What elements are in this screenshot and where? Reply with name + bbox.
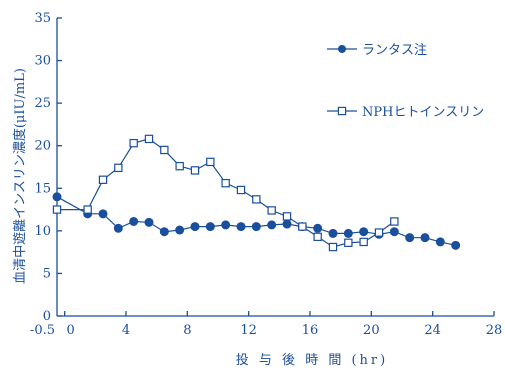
x-ticks: -0.5 0 4 8 12 16 20 24 28 [30, 311, 502, 338]
data-point [52, 192, 62, 202]
data-point [328, 228, 338, 238]
legend-item-2: NPHヒトインスリン [327, 105, 484, 120]
data-point [251, 222, 261, 232]
x-tick-label: 12 [240, 323, 257, 338]
data-point [205, 222, 215, 232]
data-point [175, 225, 185, 235]
data-point [221, 178, 230, 188]
y-tick-label: 10 [34, 224, 51, 239]
y-tick-label: 25 [34, 96, 51, 111]
data-point [236, 222, 246, 232]
data-point [267, 220, 277, 230]
data-point [221, 220, 231, 230]
data-point [313, 223, 323, 233]
data-point [435, 237, 445, 247]
x-tick-label: 28 [486, 323, 503, 338]
x-tick-label: 20 [363, 323, 380, 338]
data-point [190, 222, 200, 232]
y-tick-label: 15 [34, 181, 51, 196]
data-point [328, 242, 338, 252]
data-point [144, 134, 154, 144]
data-point [344, 238, 353, 247]
y-tick-label: 5 [43, 266, 51, 281]
data-point [389, 227, 399, 237]
x-tick-label: 8 [183, 323, 191, 338]
data-point [129, 216, 139, 226]
data-point [282, 219, 292, 229]
data-point [405, 233, 415, 243]
x-tick-label: 16 [302, 323, 319, 338]
x-tick-label: 24 [424, 323, 441, 338]
y-tick-label: 35 [34, 11, 51, 26]
data-point [206, 157, 215, 167]
data-point [160, 145, 169, 155]
data-point [114, 163, 123, 173]
y-tick-label: 0 [43, 309, 51, 324]
data-point [282, 212, 292, 221]
data-point [359, 237, 368, 247]
legend-marker [338, 45, 346, 53]
legend-label: ランタス注 [362, 43, 427, 58]
data-point [159, 227, 169, 237]
y-axis-label: 血清中遊離インスリン濃度(μIU/mL) [12, 68, 28, 284]
data-point [83, 205, 92, 214]
data-point [390, 217, 399, 226]
data-point [267, 206, 276, 215]
x-axis-label: 投 与 後 時 間 (hr) [236, 352, 388, 368]
data-point [298, 222, 307, 231]
legend-label: NPHヒトインスリン [362, 105, 484, 120]
data-point [359, 227, 369, 237]
data-point [252, 195, 261, 204]
data-point [343, 228, 353, 238]
data-point [236, 185, 246, 195]
data-point [175, 161, 184, 171]
data-point [190, 166, 200, 175]
data-point [98, 175, 108, 184]
y-tick-label: 30 [34, 54, 51, 69]
data-point [144, 217, 154, 227]
data-point [52, 205, 62, 214]
y-ticks: 0 5 10 15 20 25 30 35 [34, 11, 62, 324]
data-point [420, 233, 430, 243]
series-2 [52, 134, 399, 252]
legend-item-1: ランタス注 [327, 43, 427, 58]
x-tick-label: 0 [67, 323, 75, 338]
data-point [98, 209, 108, 219]
data-point [313, 232, 322, 242]
y-tick-label: 20 [34, 139, 51, 154]
x-tick-label: 4 [122, 323, 130, 338]
series-line [57, 138, 395, 248]
series-layer [52, 134, 461, 252]
legend-marker [337, 106, 347, 116]
x-tick-label: -0.5 [30, 323, 55, 338]
data-point [113, 223, 123, 233]
legend: ランタス注 NPHヒトインスリン [327, 43, 484, 120]
data-point [129, 138, 138, 148]
data-point [374, 228, 384, 237]
data-point [451, 240, 461, 250]
